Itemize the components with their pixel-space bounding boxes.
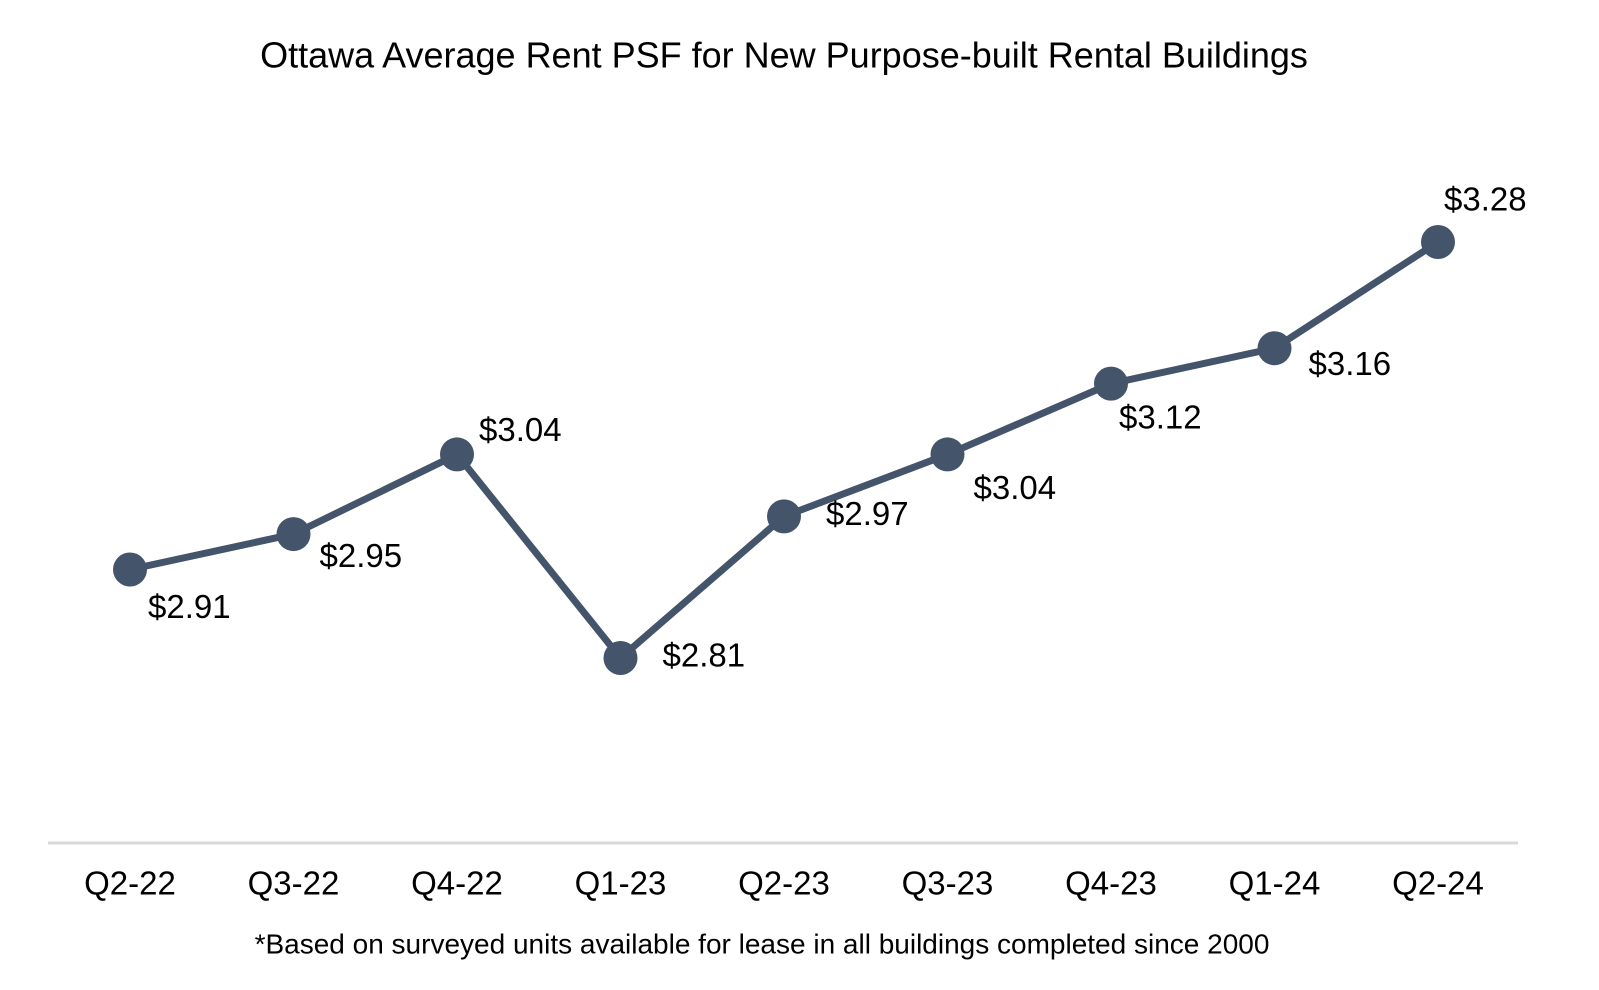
- marker: [440, 437, 474, 472]
- marker: [930, 437, 965, 472]
- value-label: $2.97: [826, 495, 909, 532]
- x-tick-label: Q1-24: [1229, 865, 1321, 902]
- x-tick-label: Q2-23: [738, 865, 830, 902]
- x-tick-label: Q4-22: [411, 865, 503, 902]
- x-tick-label: Q2-24: [1392, 865, 1484, 902]
- value-label: $3.04: [479, 411, 562, 448]
- footnote: *Based on surveyed units available for l…: [255, 928, 1270, 959]
- value-label: $3.12: [1119, 398, 1202, 435]
- value-label: $2.91: [148, 588, 231, 625]
- marker: [1421, 225, 1455, 259]
- value-label: $3.04: [974, 469, 1057, 506]
- value-label: $2.95: [320, 537, 403, 574]
- x-tick-label: Q1-23: [575, 865, 667, 902]
- marker: [276, 517, 311, 552]
- x-tick-label: Q3-22: [248, 865, 340, 902]
- value-label: $3.16: [1309, 345, 1392, 382]
- marker: [113, 552, 147, 587]
- x-tick-label: Q4-23: [1065, 865, 1157, 902]
- marker: [603, 641, 638, 675]
- x-tick-label: Q2-22: [84, 865, 176, 902]
- chart-title: Ottawa Average Rent PSF for New Purpose-…: [260, 35, 1308, 76]
- marker: [1257, 331, 1292, 366]
- x-tick-label: Q3-23: [902, 865, 994, 902]
- marker: [767, 499, 801, 534]
- marker: [1094, 366, 1128, 401]
- value-label: $2.81: [663, 637, 746, 674]
- line: [129, 239, 1440, 662]
- value-label: $3.28: [1444, 181, 1527, 218]
